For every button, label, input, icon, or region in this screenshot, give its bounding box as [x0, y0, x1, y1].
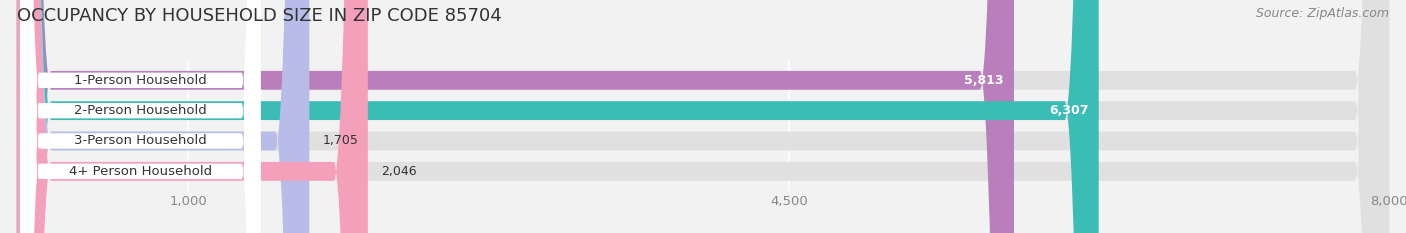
- FancyBboxPatch shape: [20, 0, 260, 233]
- FancyBboxPatch shape: [17, 0, 368, 233]
- Text: 6,307: 6,307: [1049, 104, 1088, 117]
- Text: 5,813: 5,813: [965, 74, 1004, 87]
- FancyBboxPatch shape: [17, 0, 1389, 233]
- FancyBboxPatch shape: [17, 0, 1014, 233]
- Text: 1,705: 1,705: [323, 134, 359, 147]
- Text: 4+ Person Household: 4+ Person Household: [69, 165, 212, 178]
- Text: 2,046: 2,046: [381, 165, 418, 178]
- FancyBboxPatch shape: [17, 0, 1389, 233]
- Text: 3-Person Household: 3-Person Household: [75, 134, 207, 147]
- FancyBboxPatch shape: [17, 0, 309, 233]
- FancyBboxPatch shape: [17, 0, 1389, 233]
- FancyBboxPatch shape: [17, 0, 1389, 233]
- FancyBboxPatch shape: [20, 0, 260, 233]
- Text: 2-Person Household: 2-Person Household: [75, 104, 207, 117]
- Text: OCCUPANCY BY HOUSEHOLD SIZE IN ZIP CODE 85704: OCCUPANCY BY HOUSEHOLD SIZE IN ZIP CODE …: [17, 7, 502, 25]
- FancyBboxPatch shape: [20, 0, 260, 233]
- FancyBboxPatch shape: [17, 0, 1098, 233]
- Text: 1-Person Household: 1-Person Household: [75, 74, 207, 87]
- Text: Source: ZipAtlas.com: Source: ZipAtlas.com: [1256, 7, 1389, 20]
- FancyBboxPatch shape: [20, 0, 260, 233]
